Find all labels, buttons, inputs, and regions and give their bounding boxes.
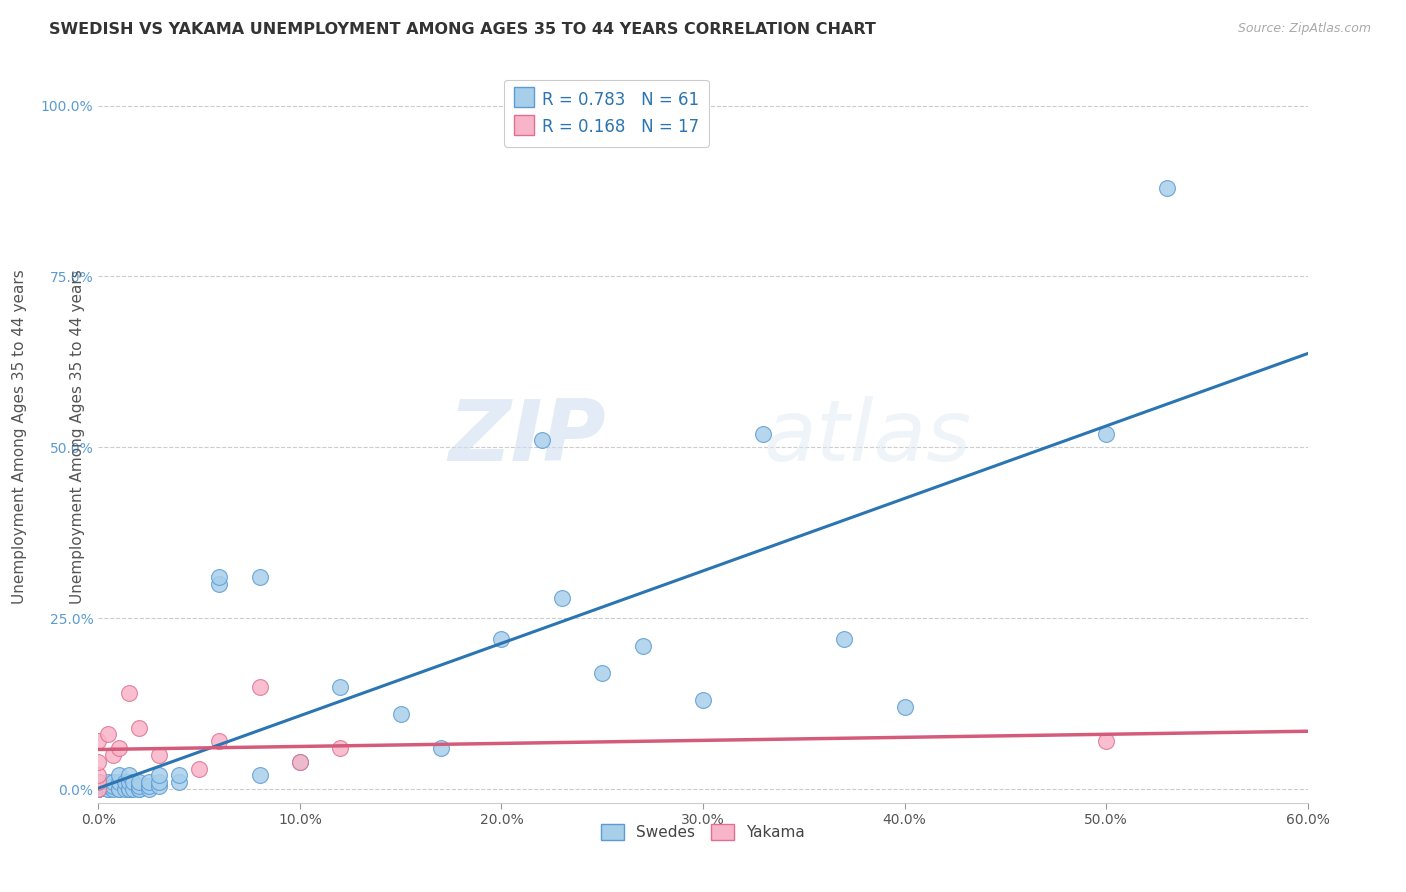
Point [128,775,150,789]
Point [138,782,160,797]
Point [97,779,120,793]
Text: ZIP: ZIP [449,395,606,479]
Point [97,782,120,797]
Point [87,775,110,789]
Point [118,782,141,797]
Point [87,775,110,789]
Point [87,782,110,797]
Point [692,693,714,707]
Point [249,768,271,782]
Point [118,768,141,782]
Point [188,762,211,776]
Point [87,775,110,789]
Point [97,782,120,797]
Point [87,779,110,793]
Point [128,721,150,735]
Point [167,775,190,789]
Point [329,741,352,756]
Point [87,782,110,797]
Point [101,775,124,789]
Point [551,591,574,605]
Point [87,782,110,797]
Point [138,775,160,789]
Point [114,782,136,797]
Point [107,782,129,797]
Point [249,680,271,694]
Point [530,434,553,448]
Point [893,700,915,714]
Point [208,570,231,584]
Point [591,665,613,680]
Point [288,755,311,769]
Point [87,782,110,797]
Text: SWEDISH VS YAKAMA UNEMPLOYMENT AMONG AGES 35 TO 44 YEARS CORRELATION CHART: SWEDISH VS YAKAMA UNEMPLOYMENT AMONG AGE… [49,22,876,37]
Point [87,755,110,769]
Point [128,782,150,797]
Point [128,782,150,797]
Point [138,779,160,793]
Point [752,426,775,441]
Point [107,741,129,756]
Point [832,632,855,646]
Point [1095,426,1118,441]
Point [121,775,143,789]
Point [148,779,170,793]
Point [389,706,412,721]
Point [1156,180,1178,194]
Point [97,775,120,789]
Point [208,734,231,748]
Point [107,768,129,782]
Point [329,680,352,694]
Y-axis label: Unemployment Among Ages 35 to 44 years: Unemployment Among Ages 35 to 44 years [69,269,84,605]
Point [288,755,311,769]
Point [118,775,141,789]
Point [118,686,141,700]
Point [121,782,143,797]
Point [128,779,150,793]
Text: Source: ZipAtlas.com: Source: ZipAtlas.com [1237,22,1371,36]
Point [101,782,124,797]
Point [148,768,170,782]
Point [101,747,124,762]
Point [148,775,170,789]
Point [87,779,110,793]
Point [208,577,231,591]
Point [631,639,654,653]
Point [114,775,136,789]
Point [430,741,453,756]
Point [97,727,120,741]
Point [87,768,110,782]
Y-axis label: Unemployment Among Ages 35 to 44 years: Unemployment Among Ages 35 to 44 years [13,269,27,605]
Point [148,747,170,762]
Point [87,782,110,797]
Point [118,782,141,797]
Point [87,734,110,748]
Point [249,570,271,584]
Point [167,768,190,782]
Point [101,779,124,793]
Point [1095,734,1118,748]
Point [491,632,513,646]
Legend: Swedes, Yakama: Swedes, Yakama [595,818,811,847]
Text: atlas: atlas [763,395,972,479]
Point [87,782,110,797]
Point [107,782,129,797]
Point [87,775,110,789]
Point [107,775,129,789]
